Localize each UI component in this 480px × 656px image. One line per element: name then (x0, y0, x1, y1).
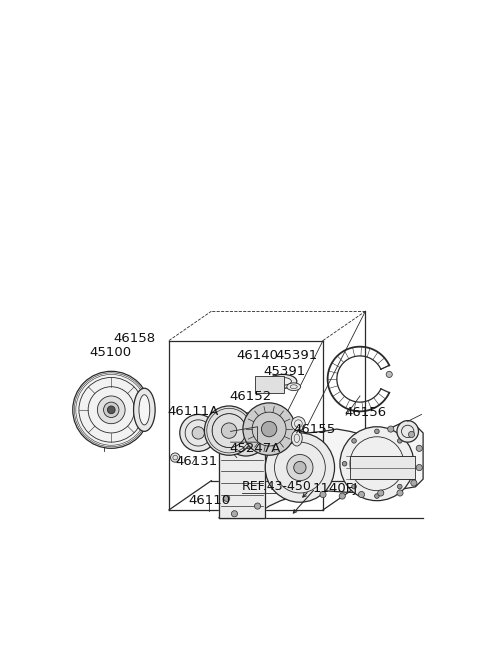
Circle shape (108, 406, 115, 414)
Bar (255, 376, 285, 393)
Text: 45247A: 45247A (229, 442, 280, 455)
Circle shape (254, 503, 261, 509)
Circle shape (339, 493, 345, 499)
Circle shape (340, 427, 414, 501)
Circle shape (220, 434, 226, 440)
Circle shape (397, 420, 419, 442)
Circle shape (97, 396, 125, 424)
Circle shape (262, 421, 277, 437)
Circle shape (374, 429, 379, 434)
Circle shape (287, 455, 313, 481)
Circle shape (408, 432, 415, 438)
Text: 1140FJ: 1140FJ (312, 482, 357, 495)
Text: 45391: 45391 (264, 365, 306, 378)
Circle shape (378, 490, 384, 496)
Ellipse shape (269, 375, 297, 388)
Text: 46111A: 46111A (168, 405, 219, 418)
Circle shape (359, 491, 365, 498)
Circle shape (320, 491, 326, 498)
Ellipse shape (139, 395, 150, 425)
Text: 45391: 45391 (275, 350, 317, 362)
Text: REF.43-450: REF.43-450 (242, 480, 312, 493)
Text: 46155: 46155 (294, 423, 336, 436)
Circle shape (374, 494, 379, 499)
Circle shape (180, 415, 217, 451)
Circle shape (411, 480, 417, 486)
Circle shape (352, 439, 356, 443)
Text: 45100: 45100 (89, 346, 131, 359)
Text: 46131: 46131 (175, 455, 217, 468)
Polygon shape (230, 427, 258, 442)
Circle shape (204, 406, 254, 455)
Polygon shape (219, 433, 265, 518)
Circle shape (221, 423, 237, 438)
Circle shape (397, 490, 403, 496)
Circle shape (388, 426, 394, 432)
Text: 46110: 46110 (188, 494, 230, 507)
Circle shape (342, 461, 347, 466)
Circle shape (397, 484, 402, 489)
Text: 46156: 46156 (345, 405, 387, 419)
Circle shape (243, 403, 295, 455)
Circle shape (170, 453, 180, 462)
Circle shape (416, 445, 422, 451)
Ellipse shape (287, 383, 300, 390)
Ellipse shape (291, 430, 302, 446)
Polygon shape (219, 421, 423, 518)
Text: 46140: 46140 (237, 350, 279, 362)
Circle shape (407, 461, 411, 466)
Circle shape (265, 433, 335, 502)
Text: 46158: 46158 (114, 333, 156, 346)
Circle shape (386, 371, 392, 377)
Circle shape (397, 439, 402, 443)
Ellipse shape (275, 377, 291, 385)
Bar (350, 456, 415, 479)
Circle shape (294, 461, 306, 474)
Circle shape (225, 413, 267, 456)
Circle shape (231, 510, 238, 517)
Circle shape (352, 484, 356, 489)
Circle shape (104, 402, 119, 417)
Circle shape (416, 464, 422, 470)
Circle shape (224, 495, 230, 501)
Circle shape (192, 427, 204, 439)
Text: 46152: 46152 (229, 390, 271, 403)
Circle shape (73, 371, 150, 448)
Circle shape (291, 417, 305, 430)
Ellipse shape (133, 388, 155, 432)
